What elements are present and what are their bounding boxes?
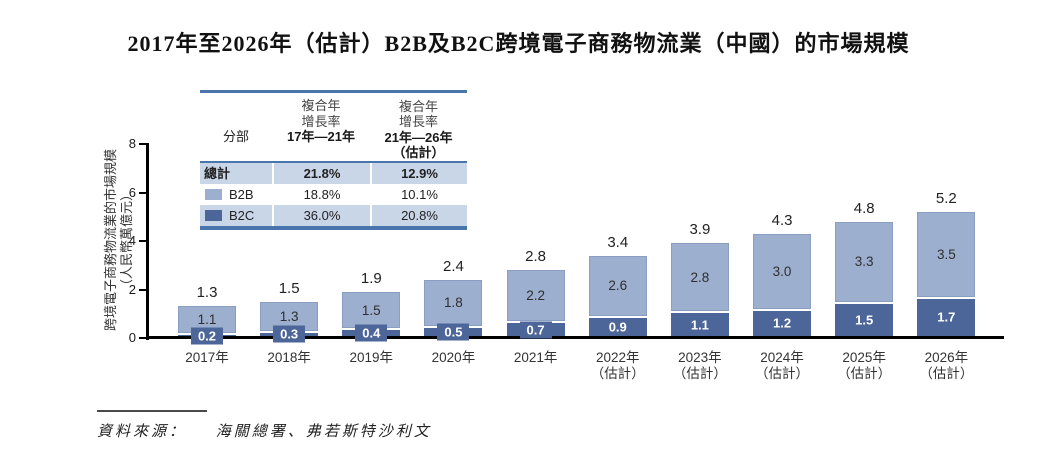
bar-b2b-value-label: 2.6 bbox=[608, 278, 628, 294]
bar-b2b-value-label: 2.8 bbox=[690, 269, 710, 285]
bar-b2c-value-badge: 1.1 bbox=[683, 316, 716, 334]
x-axis-label-estimate: （估計） bbox=[919, 366, 974, 381]
x-axis-label-estimate: （估計） bbox=[672, 366, 727, 381]
bar-b2c-value-badge: 0.7 bbox=[519, 321, 552, 338]
source-value: 海關總署、弗若斯特沙利文 bbox=[215, 424, 432, 440]
x-axis-label-year: 2020年 bbox=[431, 350, 476, 365]
bar-b2c-value-badge: 0.9 bbox=[601, 318, 634, 336]
bar-total-label: 2.8 bbox=[525, 248, 547, 266]
legend-row-b2b: B2B 18.8% 10.1% bbox=[200, 183, 467, 205]
chart-title: 2017年至2026年（估計）B2B及B2C跨境電子商務物流業（中國）的市場規模 bbox=[127, 31, 910, 56]
legend-row-b2c: B2C 36.0% 20.8% bbox=[200, 204, 467, 226]
legend-row-total: 總計 21.8% 12.9% bbox=[200, 162, 467, 184]
legend-header-cagr2-title: 複合年 增長率 bbox=[398, 98, 438, 130]
x-axis-label-year: 2017年 bbox=[185, 350, 229, 365]
y-axis-tick bbox=[139, 240, 146, 242]
y-axis-tick-label: 2 bbox=[128, 281, 136, 297]
x-axis-label-year: 2021年 bbox=[513, 350, 558, 365]
legend-row-b2c-labelcell: B2C bbox=[200, 205, 272, 226]
bar-total-label: 1.3 bbox=[196, 284, 218, 302]
legend-row-total-cagr2: 12.9% bbox=[370, 162, 467, 184]
y-axis-tick-label: 8 bbox=[128, 136, 136, 151]
legend-header-cagr1-range: 17年—21年 bbox=[287, 129, 355, 144]
x-axis-label-estimate: （估計） bbox=[590, 366, 645, 381]
x-axis-line bbox=[146, 336, 1004, 339]
bar-total-label: 3.4 bbox=[607, 233, 629, 251]
legend-row-total-label: 總計 bbox=[204, 165, 231, 181]
b2c-swatch-icon bbox=[205, 209, 222, 221]
x-axis-label-year: 2023年 bbox=[678, 350, 722, 365]
bar-b2c-value-badge: 0.2 bbox=[191, 327, 223, 345]
bar-total-label: 4.3 bbox=[771, 211, 793, 229]
x-axis-label-estimate: （估計） bbox=[837, 366, 892, 381]
bar-b2c-value-badge: 1.7 bbox=[930, 308, 963, 326]
bar-b2b-value-label: 1.1 bbox=[197, 312, 217, 328]
bar-b2b-value-label: 3.0 bbox=[772, 263, 792, 279]
source-label: 資料來源： bbox=[97, 424, 188, 440]
y-axis-tick bbox=[139, 143, 146, 145]
legend-row-b2b-label: B2B bbox=[229, 186, 254, 202]
bar-b2b-value-label: 1.5 bbox=[361, 302, 381, 318]
bar-total-label: 2.4 bbox=[443, 257, 464, 275]
bar-b2c-value-badge: 1.5 bbox=[848, 311, 881, 329]
legend-table-header: 分部 複合年 增長率 17年—21年 複合年 增長率 21年—26年 （估計） bbox=[200, 93, 467, 163]
bar-b2b-value-label: 2.2 bbox=[526, 288, 545, 304]
y-axis-line bbox=[146, 143, 149, 340]
bar-total-label: 3.9 bbox=[689, 221, 711, 239]
y-axis-tick-label: 4 bbox=[128, 233, 136, 248]
bar-b2b-value-label: 1.3 bbox=[279, 308, 299, 324]
legend-header-cagr-21-26: 複合年 增長率 21年—26年 （估計） bbox=[370, 99, 467, 161]
y-axis-tick-label: 6 bbox=[128, 184, 136, 200]
legend-row-total-cagr1: 21.8% bbox=[272, 162, 370, 184]
bar-b2b-value-label: 1.8 bbox=[444, 295, 463, 311]
bar-segment-b2b bbox=[917, 211, 976, 297]
bar-b2c-value-badge: 0.3 bbox=[273, 325, 306, 343]
y-axis-tick bbox=[139, 191, 146, 194]
y-axis-tick-label: 0 bbox=[128, 330, 136, 345]
legend-header-segment: 分部 bbox=[222, 129, 249, 144]
legend-row-b2c-cagr1: 36.0% bbox=[272, 204, 370, 226]
bar-segment-b2b bbox=[670, 243, 729, 312]
x-axis-label-year: 2019年 bbox=[349, 350, 394, 365]
legend-row-b2b-labelcell: B2B bbox=[200, 184, 272, 205]
legend-header-cagr-17-21: 複合年 增長率 17年—21年 bbox=[272, 98, 370, 161]
bar-b2b-value-label: 3.3 bbox=[854, 254, 874, 270]
bar-b2c-value-badge: 0.5 bbox=[437, 323, 470, 341]
bar-b2c-value-badge: 0.4 bbox=[355, 324, 388, 342]
y-axis-tick bbox=[139, 288, 146, 291]
x-axis-label-estimate: （估計） bbox=[755, 366, 810, 381]
y-axis-tick bbox=[139, 337, 146, 339]
x-axis-label-year: 2024年 bbox=[760, 350, 804, 365]
bar-total-label: 5.2 bbox=[935, 189, 957, 207]
legend-row-b2b-cagr1: 18.8% bbox=[272, 183, 370, 205]
legend-header-cagr2-range: 21年—26年 （估計） bbox=[384, 129, 453, 161]
b2b-swatch-icon bbox=[205, 188, 222, 200]
bar-total-label: 4.8 bbox=[853, 199, 875, 217]
source-divider bbox=[97, 410, 207, 412]
bar-b2c-value-badge: 1.2 bbox=[766, 314, 799, 332]
legend-header-cagr1-title: 複合年 增長率 bbox=[301, 98, 341, 129]
bar-segment-b2b bbox=[835, 221, 894, 302]
bar-b2b-value-label: 3.5 bbox=[936, 246, 956, 262]
legend-row-b2c-label: B2C bbox=[229, 207, 255, 223]
bar-segment-b2b bbox=[753, 233, 812, 309]
x-axis-label-year: 2026年 bbox=[924, 350, 969, 365]
bar-segment-b2b bbox=[424, 279, 483, 326]
x-axis-label-year: 2022年 bbox=[595, 350, 640, 365]
bar-total-label: 1.5 bbox=[278, 279, 300, 297]
x-axis-label-year: 2018年 bbox=[267, 350, 311, 365]
bar-segment-b2b bbox=[588, 255, 647, 317]
source-note: 資料來源： 海關總署、弗若斯特沙利文 bbox=[97, 420, 432, 441]
bar-total-label: 1.9 bbox=[360, 269, 382, 287]
x-axis-label-year: 2025年 bbox=[842, 350, 886, 365]
legend-table: 分部 複合年 增長率 17年—21年 複合年 增長率 21年—26年 （估計） … bbox=[200, 90, 467, 230]
bar-segment-b2b bbox=[506, 270, 565, 322]
bar-segment-b2b bbox=[260, 301, 319, 331]
legend-row-b2c-cagr2: 20.8% bbox=[370, 204, 467, 226]
legend-row-b2b-cagr2: 10.1% bbox=[370, 183, 467, 205]
